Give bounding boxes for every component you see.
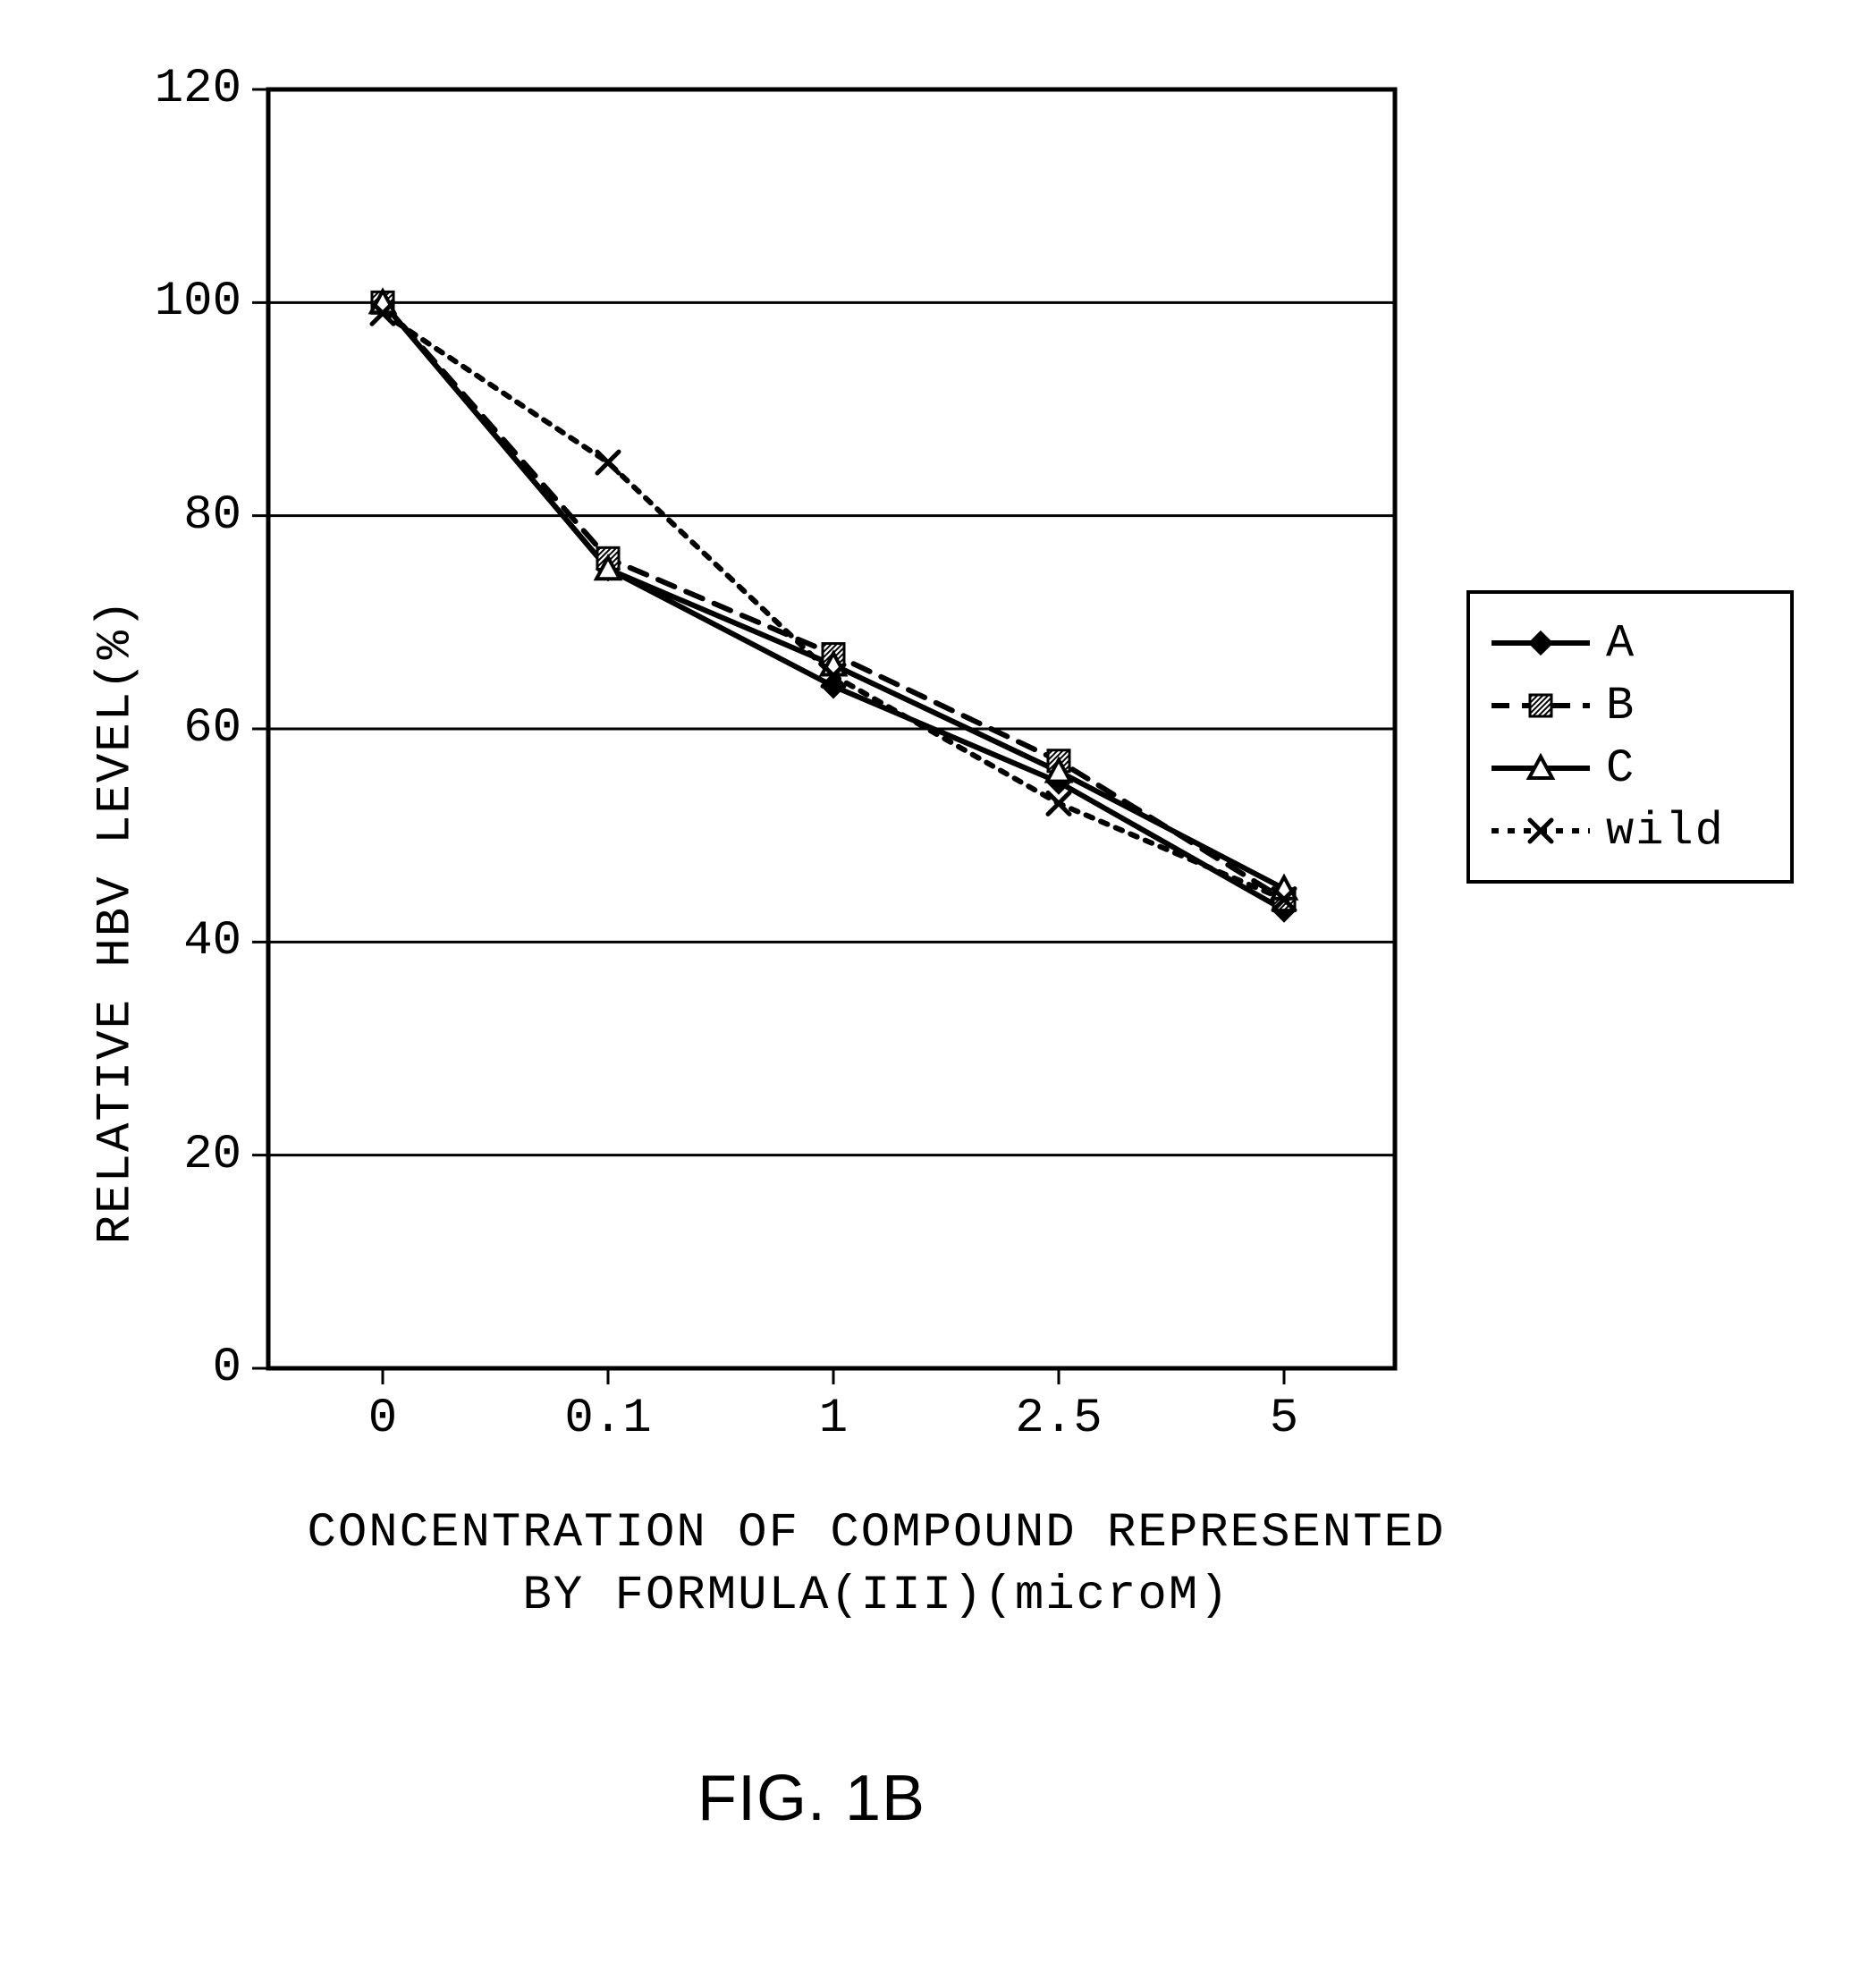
x-tick-label: 2.5	[1005, 1392, 1112, 1446]
series-line-wild	[383, 313, 1284, 899]
y-tick-label: 120	[155, 62, 241, 116]
y-tick-label: 20	[183, 1128, 241, 1182]
y-tick-label: 60	[183, 701, 241, 756]
x-tick-label: 0.1	[554, 1392, 662, 1446]
y-tick-label: 40	[183, 914, 241, 969]
y-tick-label: 80	[183, 488, 241, 543]
page-root: RELATIVE HBV LEVEL(%) CONCENTRATION OF C…	[0, 0, 1876, 1980]
series-line-B	[383, 302, 1284, 899]
chart-svg	[0, 0, 1876, 1980]
y-tick-label: 0	[213, 1341, 241, 1395]
x-tick-label: 5	[1230, 1392, 1338, 1446]
series-line-C	[383, 302, 1284, 888]
x-tick-label: 1	[780, 1392, 887, 1446]
y-tick-label: 100	[155, 275, 241, 329]
x-tick-label: 0	[329, 1392, 436, 1446]
